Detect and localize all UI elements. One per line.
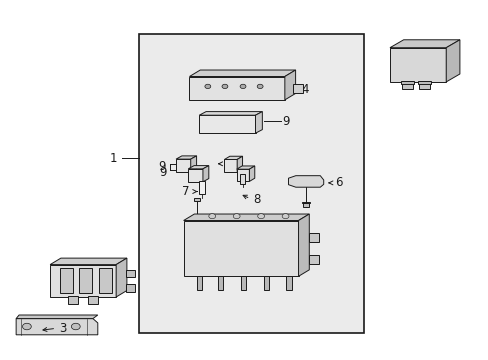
Text: 9: 9 [158, 160, 165, 173]
Text: 6: 6 [334, 176, 342, 189]
Circle shape [208, 213, 215, 219]
Text: 5: 5 [441, 58, 448, 71]
Polygon shape [16, 315, 98, 319]
Polygon shape [189, 70, 295, 77]
Polygon shape [116, 258, 127, 297]
Text: 1: 1 [110, 152, 117, 165]
Polygon shape [190, 156, 196, 172]
Circle shape [204, 84, 210, 89]
Bar [50, 265, 116, 297]
Polygon shape [249, 166, 254, 181]
Polygon shape [284, 70, 295, 100]
Bar [99, 268, 111, 293]
Polygon shape [255, 112, 262, 133]
Circle shape [222, 84, 227, 89]
Polygon shape [237, 156, 242, 172]
Bar [217, 276, 223, 290]
Polygon shape [16, 319, 98, 335]
Bar [126, 284, 134, 292]
Circle shape [233, 213, 240, 219]
Circle shape [22, 323, 31, 330]
Circle shape [71, 323, 80, 330]
Bar [263, 276, 269, 290]
Bar [401, 81, 412, 89]
Polygon shape [203, 166, 208, 182]
Polygon shape [236, 166, 254, 169]
Bar [417, 81, 430, 84]
Bar [309, 255, 319, 264]
Circle shape [282, 213, 288, 219]
Bar [199, 181, 205, 194]
Text: 8: 8 [253, 193, 260, 206]
Bar [418, 81, 429, 89]
Polygon shape [298, 214, 309, 276]
Polygon shape [288, 176, 323, 187]
Bar [239, 174, 245, 184]
Bar [224, 159, 237, 172]
Circle shape [257, 213, 264, 219]
Polygon shape [389, 40, 459, 48]
Bar [183, 221, 298, 276]
Bar [302, 203, 308, 207]
Bar [188, 169, 203, 182]
Bar [292, 84, 303, 93]
Text: 9: 9 [159, 166, 166, 179]
Bar [196, 276, 202, 290]
Text: 9: 9 [282, 115, 289, 128]
Bar [79, 268, 92, 293]
Bar [88, 296, 98, 304]
Polygon shape [50, 258, 127, 265]
Text: 3: 3 [59, 322, 66, 335]
Circle shape [240, 84, 245, 89]
Bar [236, 169, 249, 181]
Text: 2: 2 [93, 273, 100, 285]
Polygon shape [188, 166, 208, 169]
Bar [60, 268, 73, 293]
Bar [285, 276, 291, 290]
Bar [389, 48, 446, 82]
Polygon shape [224, 156, 242, 159]
Polygon shape [183, 214, 309, 220]
Bar [126, 270, 134, 277]
Bar [139, 34, 364, 333]
Bar [199, 115, 255, 133]
Polygon shape [176, 156, 196, 159]
Polygon shape [445, 40, 459, 82]
Polygon shape [199, 112, 262, 115]
Bar [301, 202, 309, 203]
Bar [309, 233, 319, 242]
Bar [240, 276, 246, 290]
Bar [68, 296, 78, 304]
Bar [194, 198, 200, 201]
Circle shape [257, 84, 263, 89]
Bar [176, 159, 190, 172]
Bar [189, 77, 284, 100]
Text: 7: 7 [182, 185, 189, 198]
Bar [400, 81, 413, 84]
Text: 4: 4 [301, 83, 308, 96]
